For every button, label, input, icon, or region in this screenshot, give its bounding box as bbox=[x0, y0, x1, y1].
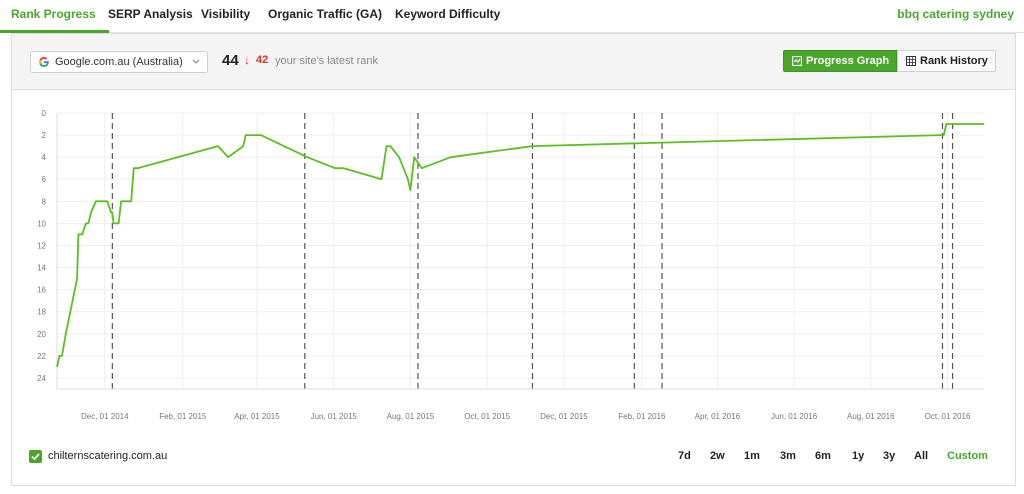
tab-organic-traffic[interactable]: Organic Traffic (GA) bbox=[268, 7, 383, 21]
rank-history-label: Rank History bbox=[920, 55, 988, 67]
tab-rank-progress[interactable]: Rank Progress bbox=[11, 7, 96, 21]
tab-serp-analysis[interactable]: SERP Analysis bbox=[108, 7, 193, 21]
top-navigation: Rank Progress SERP Analysis Visibility O… bbox=[0, 0, 1024, 33]
rank-progress-panel: Google.com.au (Australia) 44 ↓ 42 your s… bbox=[11, 33, 1016, 486]
chevron-down-icon bbox=[192, 59, 200, 64]
search-engine-select[interactable]: Google.com.au (Australia) bbox=[30, 51, 208, 73]
progress-graph-icon bbox=[792, 56, 802, 66]
range-1y-button[interactable]: 1y bbox=[852, 450, 865, 462]
range-6m-button[interactable]: 6m bbox=[815, 450, 831, 462]
range-1m-button[interactable]: 1m bbox=[744, 450, 760, 462]
range-custom-button[interactable]: Custom bbox=[947, 450, 988, 462]
active-tab-indicator bbox=[0, 30, 109, 33]
range-3y-button[interactable]: 3y bbox=[883, 450, 896, 462]
range-3m-button[interactable]: 3m bbox=[780, 450, 796, 462]
rank-down-arrow-icon: ↓ bbox=[244, 53, 250, 67]
rank-description: your site's latest rank bbox=[275, 55, 378, 67]
range-2w-button[interactable]: 2w bbox=[710, 450, 725, 462]
rank-history-button[interactable]: Rank History bbox=[897, 50, 996, 72]
range-7d-button[interactable]: 7d bbox=[678, 450, 691, 462]
google-g-icon bbox=[39, 57, 49, 67]
current-rank: 44 bbox=[222, 52, 239, 69]
table-grid-icon bbox=[906, 56, 916, 66]
tab-keyword-difficulty[interactable]: Keyword Difficulty bbox=[395, 7, 501, 21]
tab-visibility[interactable]: Visibility bbox=[201, 7, 251, 21]
progress-graph-label: Progress Graph bbox=[806, 55, 890, 67]
search-engine-label: Google.com.au (Australia) bbox=[55, 56, 183, 68]
progress-graph-button[interactable]: Progress Graph bbox=[783, 50, 897, 72]
range-all-button[interactable]: All bbox=[914, 450, 929, 462]
keyword-label[interactable]: bbq catering sydney bbox=[897, 7, 1014, 21]
legend-domain-label: chilternscatering.com.au bbox=[48, 450, 168, 462]
checkbox-checked-icon[interactable] bbox=[29, 450, 42, 463]
chart-toolbar: Google.com.au (Australia) 44 ↓ 42 your s… bbox=[12, 34, 1015, 90]
previous-rank: 42 bbox=[256, 54, 269, 66]
